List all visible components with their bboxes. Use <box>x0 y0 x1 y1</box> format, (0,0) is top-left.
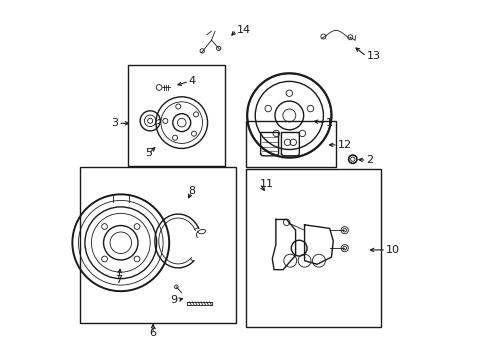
Text: 7: 7 <box>115 275 122 285</box>
Text: 5: 5 <box>145 148 152 158</box>
Text: 13: 13 <box>366 51 380 61</box>
Text: 11: 11 <box>259 179 273 189</box>
Text: 4: 4 <box>188 76 196 86</box>
Text: 2: 2 <box>366 155 373 165</box>
Text: 1: 1 <box>325 118 332 128</box>
Text: 10: 10 <box>386 245 399 255</box>
Bar <box>80 167 235 323</box>
Text: 6: 6 <box>149 328 156 338</box>
Text: 14: 14 <box>236 25 250 35</box>
Bar <box>128 65 224 166</box>
Text: 8: 8 <box>187 186 195 197</box>
Bar <box>246 169 380 327</box>
Bar <box>246 121 335 167</box>
Text: 9: 9 <box>170 295 177 305</box>
Text: 12: 12 <box>337 140 351 150</box>
Text: 3: 3 <box>111 118 118 128</box>
